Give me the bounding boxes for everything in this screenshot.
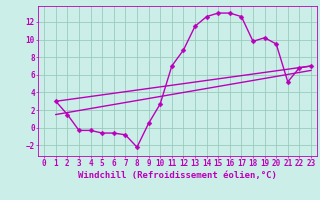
X-axis label: Windchill (Refroidissement éolien,°C): Windchill (Refroidissement éolien,°C): [78, 171, 277, 180]
